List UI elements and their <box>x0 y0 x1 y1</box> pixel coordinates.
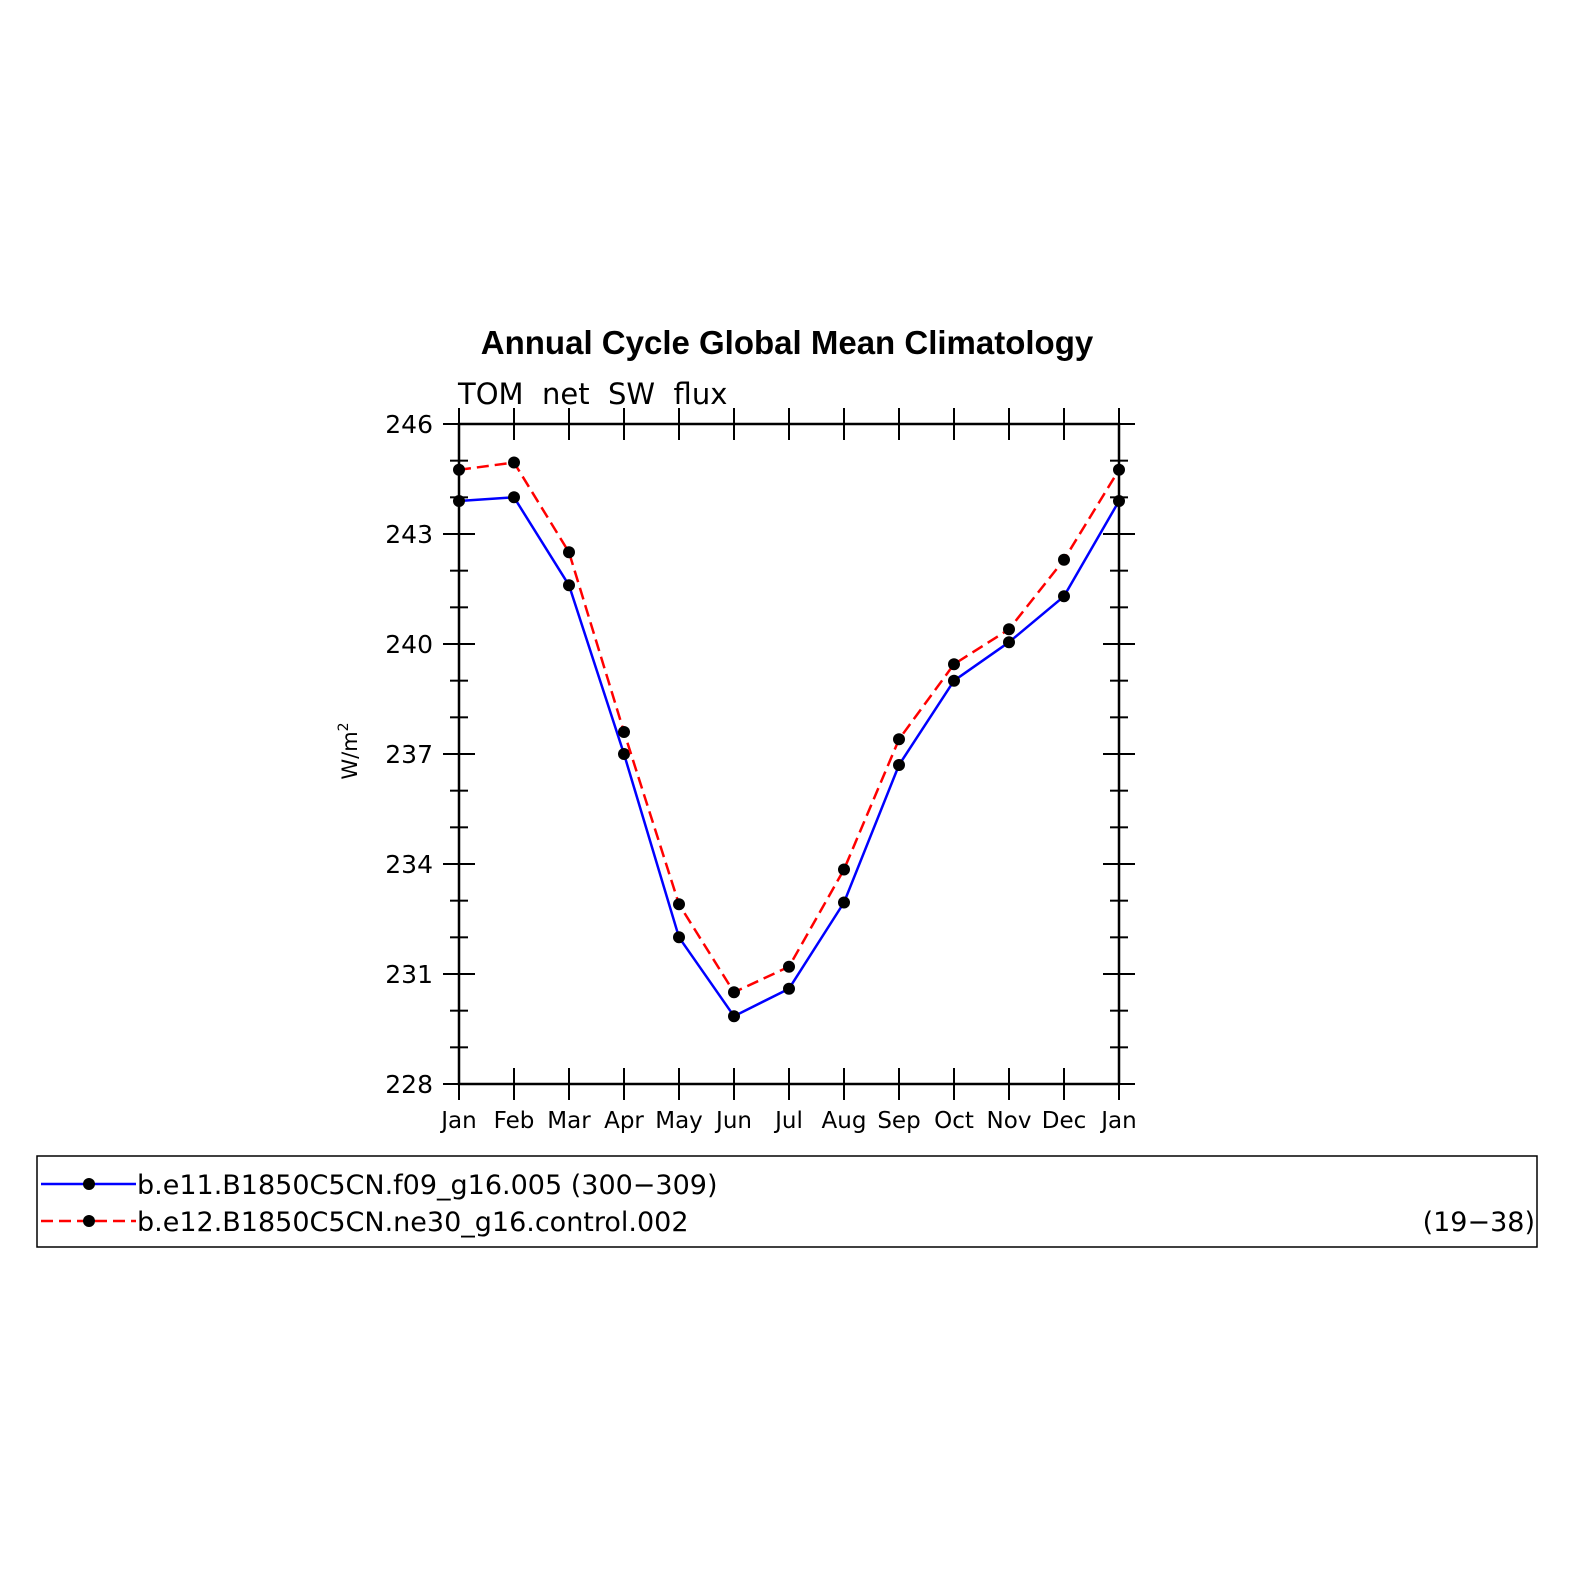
x-tick-label: Dec <box>1042 1108 1087 1134</box>
data-point-series-1 <box>563 579 575 592</box>
legend-box <box>36 1155 1538 1248</box>
data-point-series-1 <box>1003 636 1015 649</box>
x-tick-label: Jun <box>714 1108 752 1134</box>
data-point-series-2 <box>563 546 575 559</box>
y-tick-label: 237 <box>385 740 433 769</box>
data-point-series-1 <box>508 491 520 504</box>
data-point-series-2 <box>948 658 960 671</box>
x-tick-label: May <box>655 1108 703 1134</box>
y-axis-label: W/m2 <box>336 722 362 779</box>
data-point-series-1 <box>728 1010 740 1023</box>
legend-label-series-1: b.e11.B1850C5CN.f09_g16.005 (300−309) <box>137 1170 718 1201</box>
series-2 <box>453 456 1125 999</box>
x-axis: Jan Feb Mar Apr May Jun Jul Aug Sep Oct Nov Dec Jan <box>439 408 1137 1134</box>
y-axis: 228 231 234 237 240 243 246 <box>385 410 1135 1099</box>
y-tick-label: 234 <box>385 850 433 879</box>
data-point-series-2 <box>1113 463 1125 476</box>
legend-label-series-2-suffix: (19−38) <box>1423 1207 1535 1238</box>
y-tick-label: 231 <box>385 960 433 989</box>
x-tick-label: Oct <box>934 1108 974 1134</box>
data-point-series-1 <box>1058 590 1070 603</box>
legend-marker-series-1 <box>83 1178 95 1190</box>
data-point-series-2 <box>673 898 685 911</box>
data-point-series-1 <box>1113 495 1125 507</box>
data-point-series-1 <box>783 982 795 995</box>
data-point-series-2 <box>1003 623 1015 636</box>
data-point-series-2 <box>728 986 740 999</box>
series-layer <box>453 456 1125 1023</box>
data-point-series-2 <box>618 726 630 738</box>
data-point-series-1 <box>893 759 905 771</box>
chart-title: Annual Cycle Global Mean Climatology <box>481 324 1094 361</box>
data-point-series-1 <box>838 896 850 909</box>
x-tick-label: Sep <box>877 1108 920 1134</box>
data-point-series-1 <box>453 495 465 507</box>
data-point-series-1 <box>618 748 630 760</box>
x-tick-label: Nov <box>987 1108 1032 1134</box>
series-1 <box>453 491 1125 1023</box>
y-axis-label-base: W/m <box>338 731 362 779</box>
y-axis-label-superscript: 2 <box>336 722 352 731</box>
chart-subtitle: TOM net SW flux <box>457 377 727 411</box>
x-tick-label: Apr <box>604 1108 644 1134</box>
legend: b.e11.B1850C5CN.f09_g16.005 (300−309) b.… <box>36 1155 1538 1248</box>
data-point-series-2 <box>453 463 465 476</box>
x-tick-label: Jan <box>439 1108 476 1134</box>
data-point-series-1 <box>673 931 685 944</box>
x-tick-label: Mar <box>547 1108 591 1134</box>
y-tick-label: 246 <box>385 410 433 439</box>
x-tick-label: Jul <box>773 1108 803 1134</box>
data-point-series-2 <box>893 733 905 746</box>
series-line-2 <box>458 461 1121 994</box>
y-tick-label: 228 <box>385 1070 433 1099</box>
y-tick-label: 243 <box>385 520 433 549</box>
data-point-series-2 <box>783 960 795 973</box>
legend-label-series-2: b.e12.B1850C5CN.ne30_g16.control.002 <box>137 1207 689 1238</box>
y-tick-label: 240 <box>385 630 433 659</box>
data-point-series-2 <box>508 456 520 469</box>
legend-marker-series-2 <box>83 1215 95 1227</box>
x-tick-label: Feb <box>494 1108 535 1134</box>
data-point-series-2 <box>838 863 850 876</box>
data-point-series-1 <box>948 674 960 687</box>
x-tick-label: Jan <box>1099 1108 1136 1134</box>
series-line-1 <box>458 496 1121 1018</box>
x-tick-label: Aug <box>822 1108 867 1134</box>
data-point-series-2 <box>1058 553 1070 566</box>
